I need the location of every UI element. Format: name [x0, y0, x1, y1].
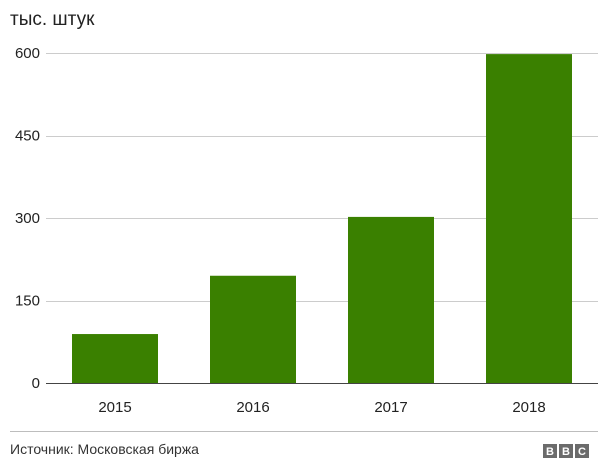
y-tick-label-150: 150 [15, 293, 40, 310]
x-tick-label-2017: 2017 [374, 399, 407, 416]
bar-2015 [72, 334, 158, 383]
bar-2018 [486, 54, 572, 383]
bbc-logo: B B C [543, 444, 589, 458]
bars [72, 54, 572, 383]
y-tick-label-450: 450 [15, 128, 40, 145]
bbc-logo-letter-2: B [562, 446, 570, 458]
x-tick-label-2015: 2015 [98, 399, 131, 416]
x-axis-categories: 2015 2016 2017 2018 [98, 399, 545, 416]
x-tick-label-2018: 2018 [512, 399, 545, 416]
y-tick-label-300: 300 [15, 210, 40, 227]
y-tick-label-600: 600 [15, 45, 40, 62]
bbc-logo-box-2 [559, 444, 573, 458]
x-tick-label-2016: 2016 [236, 399, 269, 416]
source-text: Источник: Московская биржа [10, 441, 199, 457]
bar-2016 [210, 275, 296, 383]
unit-label: тыс. штук [10, 9, 95, 30]
bbc-logo-letter-3: C [578, 446, 586, 458]
y-tick-label-0: 0 [32, 375, 40, 392]
bbc-logo-box-3 [575, 444, 589, 458]
bar-2017 [348, 216, 434, 383]
y-axis-ticks: 0 150 300 450 600 [15, 45, 40, 392]
bbc-logo-box-1 [543, 444, 557, 458]
bbc-logo-letter-1: B [546, 446, 554, 458]
